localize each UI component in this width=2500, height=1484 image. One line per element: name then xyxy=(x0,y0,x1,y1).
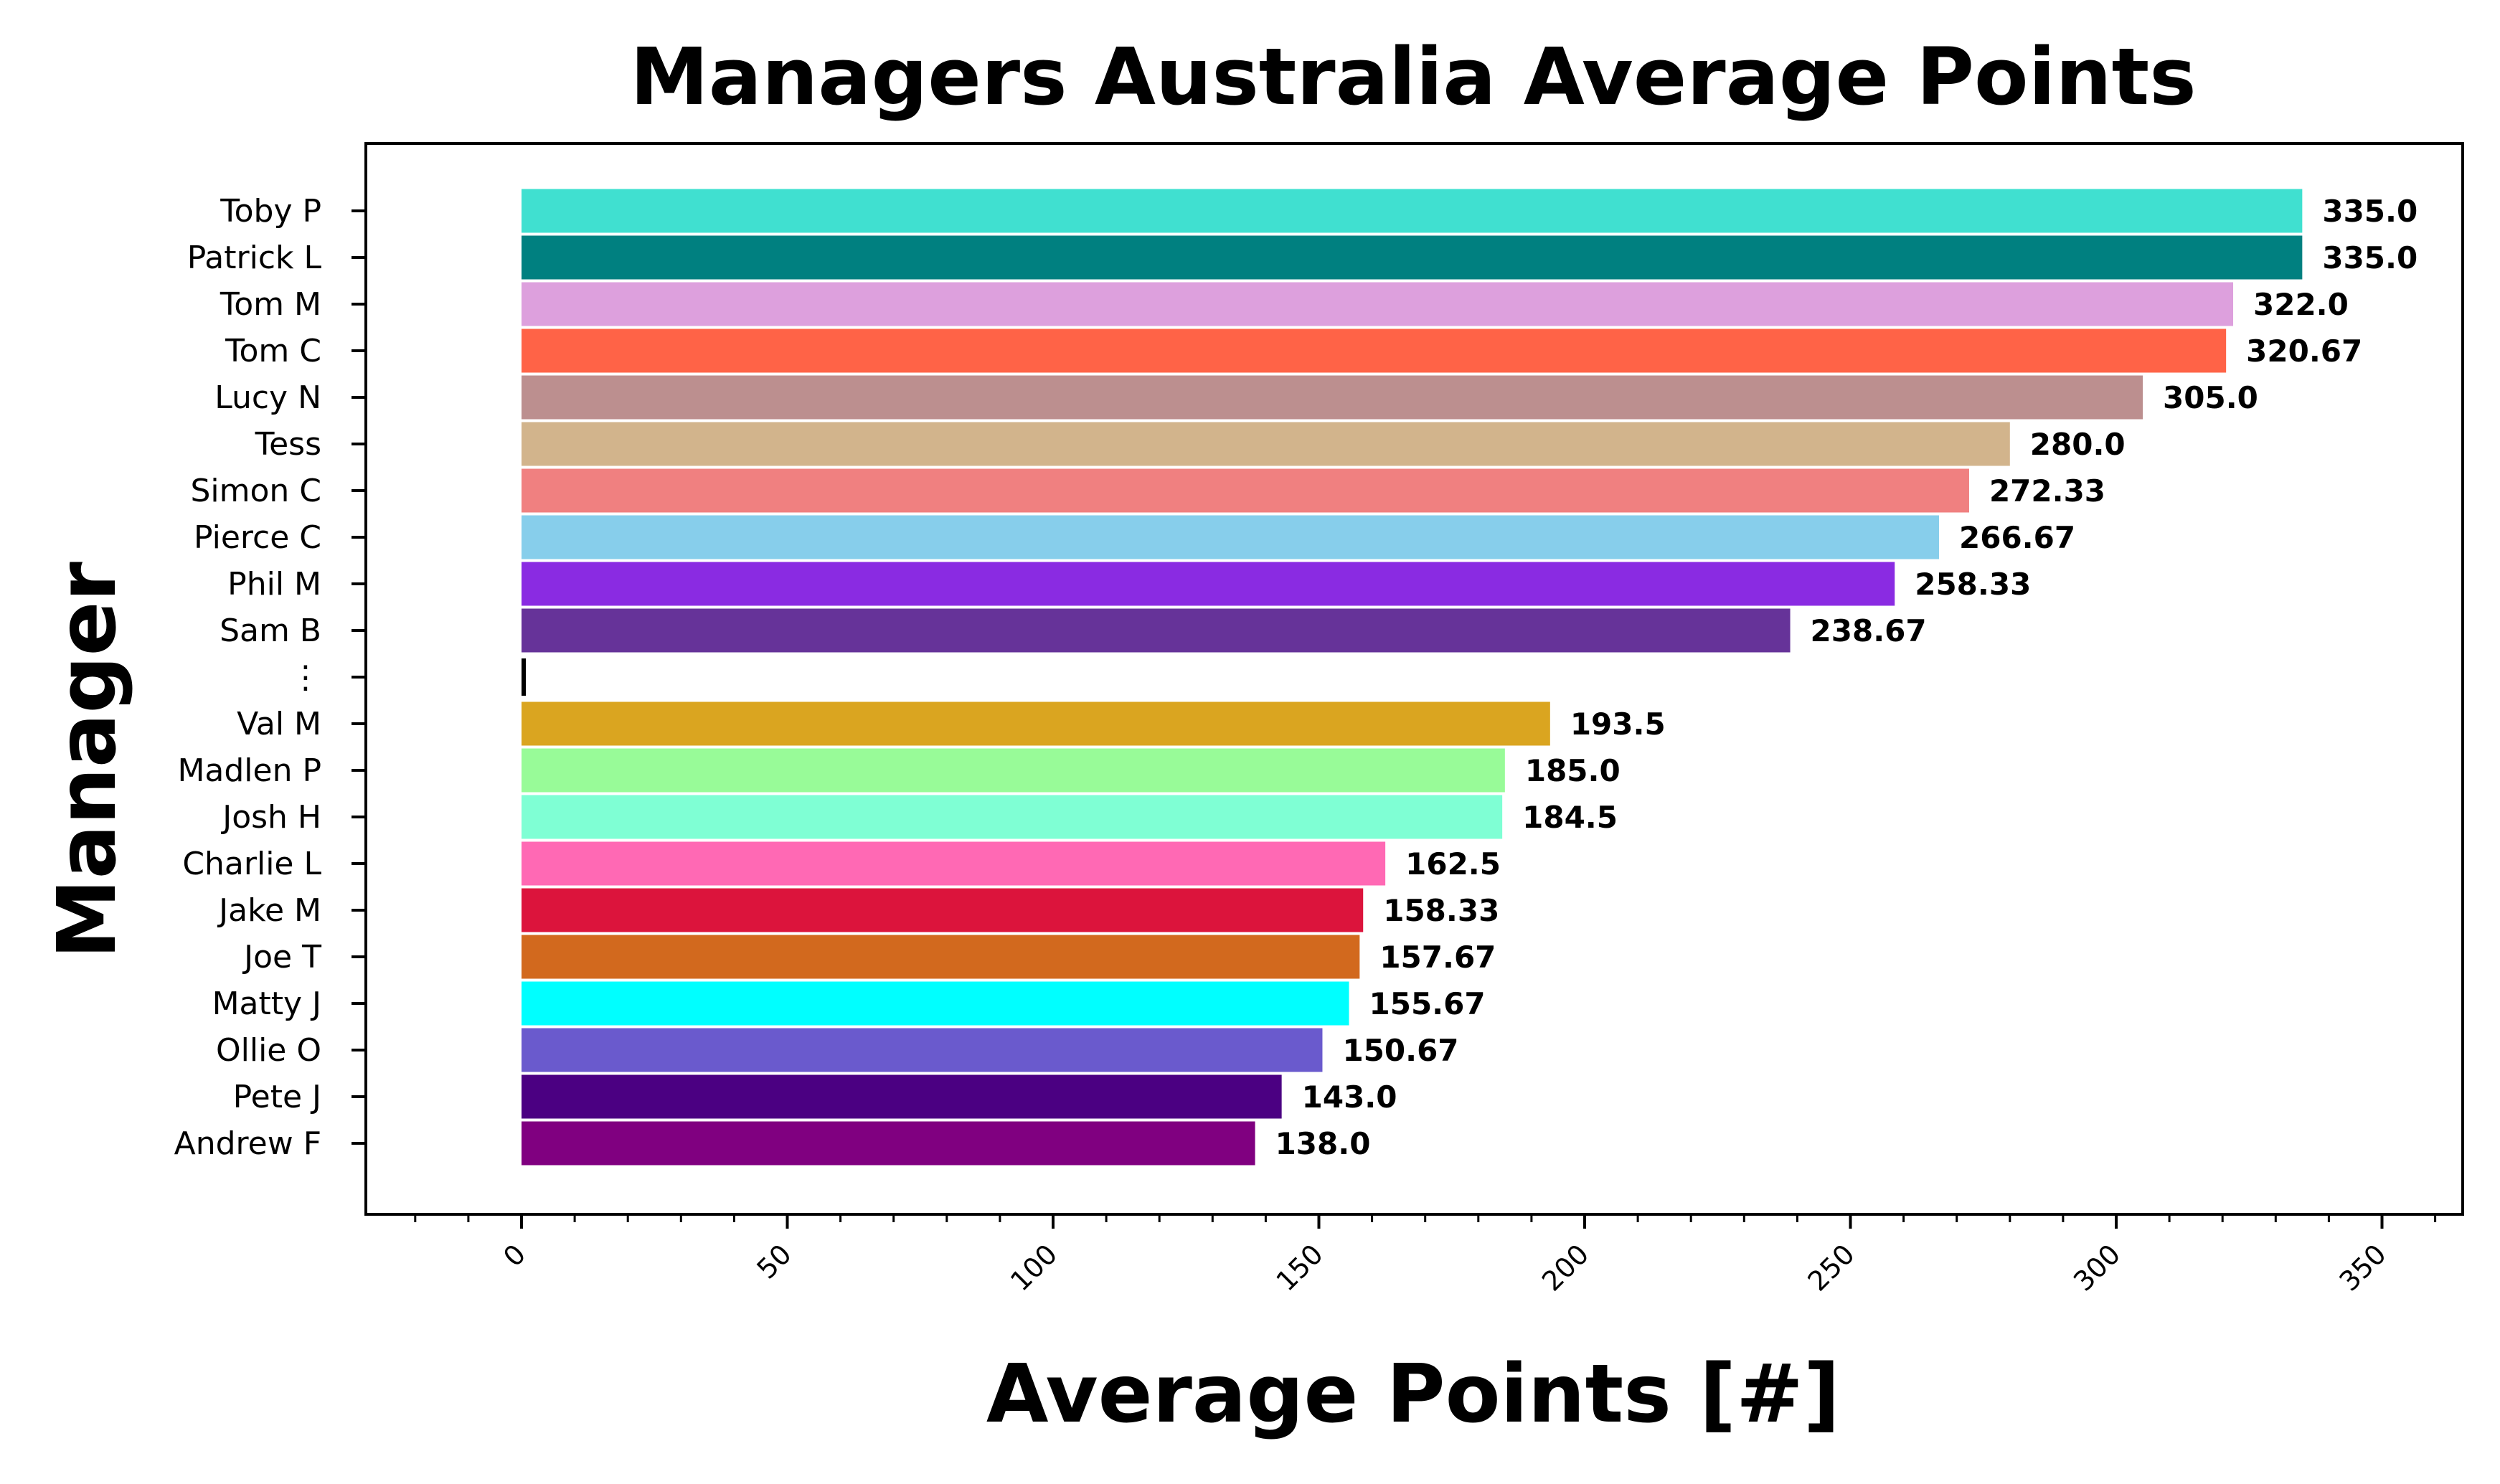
bar xyxy=(522,282,2234,326)
y-tick-label: Pete J xyxy=(233,1079,321,1115)
y-tick-label: Madlen P xyxy=(177,752,321,789)
value-label: 280.0 xyxy=(2030,427,2126,462)
value-label: 162.5 xyxy=(1405,846,1501,882)
bar xyxy=(522,795,1503,839)
bar xyxy=(522,748,1505,793)
bar xyxy=(522,935,1360,979)
bar xyxy=(522,608,1791,653)
gap-marker xyxy=(522,658,526,696)
y-tick-label: Jake M xyxy=(217,892,321,929)
x-tick-label: 350 xyxy=(2333,1238,2392,1297)
value-label: 258.33 xyxy=(1915,567,2031,602)
bar xyxy=(522,422,2010,466)
y-tick-label: Tom C xyxy=(225,333,321,369)
bar xyxy=(522,235,2303,280)
y-tick-label: Phil M xyxy=(227,566,321,602)
bar xyxy=(522,329,2227,373)
value-label: 335.0 xyxy=(2322,240,2418,275)
y-tick-label: Ollie O xyxy=(216,1032,321,1069)
x-tick-label: 0 xyxy=(497,1238,532,1272)
value-label: 335.0 xyxy=(2322,194,2418,229)
value-label: 185.0 xyxy=(1525,753,1621,788)
chart-title: Managers Australia Average Points xyxy=(630,31,2196,123)
value-label: 155.67 xyxy=(1369,986,1486,1021)
value-label: 158.33 xyxy=(1383,893,1499,928)
y-tick-label: Josh H xyxy=(220,799,321,836)
y-tick-label: Lucy N xyxy=(214,379,321,416)
value-label: 138.0 xyxy=(1275,1126,1371,1161)
value-label: 184.5 xyxy=(1522,800,1618,835)
y-tick-label: Simon C xyxy=(190,473,321,509)
bars-layer: 335.0 335.0 322.0 320.67 305.0 280.0 272.33 266… xyxy=(522,189,2418,1166)
bar xyxy=(522,888,1364,932)
y-tick-label: Tess xyxy=(255,426,321,463)
bar xyxy=(522,375,2143,420)
x-tick-label: 50 xyxy=(751,1238,798,1285)
value-label: 150.67 xyxy=(1342,1033,1458,1068)
x-tick-label: 300 xyxy=(2067,1238,2126,1297)
bar xyxy=(522,515,1940,559)
bar xyxy=(522,841,1386,886)
value-label: 143.0 xyxy=(1302,1079,1397,1115)
x-axis-label: Average Points [#] xyxy=(986,1348,1840,1441)
value-label: 322.0 xyxy=(2253,287,2349,322)
x-tick-label: 150 xyxy=(1270,1238,1329,1297)
y-tick-label: Matty J xyxy=(212,986,321,1022)
y-tick-label: Patrick L xyxy=(187,240,322,276)
bar xyxy=(522,468,1969,513)
y-tick-label: Andrew F xyxy=(174,1125,321,1162)
x-tick-label: 100 xyxy=(1004,1238,1063,1297)
y-axis-label: Manager xyxy=(41,562,134,959)
value-label: 305.0 xyxy=(2163,380,2258,415)
bar xyxy=(522,701,1550,746)
value-label: 320.67 xyxy=(2246,334,2362,369)
y-tick-label: Joe T xyxy=(242,939,321,975)
y-tick-label: Val M xyxy=(237,706,321,742)
y-tick-label: Charlie L xyxy=(182,846,321,882)
bar xyxy=(522,1028,1323,1072)
x-tick-label: 200 xyxy=(1536,1238,1595,1297)
value-label: 272.33 xyxy=(1989,473,2105,509)
x-tick-label: 250 xyxy=(1801,1238,1860,1297)
bar xyxy=(522,562,1895,606)
bar xyxy=(522,1121,1255,1166)
value-label: 238.67 xyxy=(1811,613,1927,648)
plot-frame xyxy=(364,142,2464,1216)
value-label: 193.5 xyxy=(1570,706,1666,742)
y-tick-label: Toby P xyxy=(220,193,321,230)
value-label: 157.67 xyxy=(1379,940,1496,975)
y-tick-label: Sam B xyxy=(220,613,321,649)
bar xyxy=(522,189,2303,233)
bar xyxy=(522,981,1349,1026)
y-tick-label: ⋮ xyxy=(290,659,321,696)
y-tick-label: Tom M xyxy=(220,286,321,323)
value-label: 266.67 xyxy=(1959,520,2075,555)
y-tick-label: Pierce C xyxy=(194,519,321,556)
bar xyxy=(522,1074,1282,1119)
